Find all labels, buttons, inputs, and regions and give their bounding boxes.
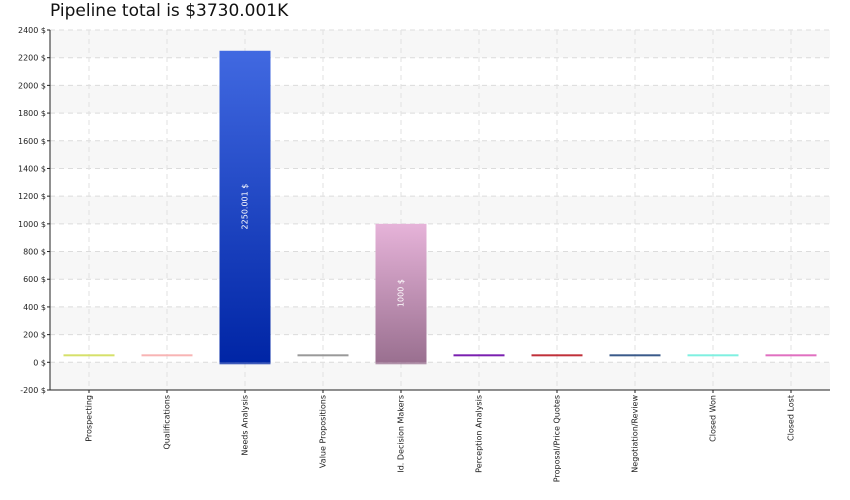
data-label: 1000 $ — [397, 279, 406, 307]
grid-band — [50, 251, 830, 280]
grid-band — [50, 196, 830, 224]
grid-band — [50, 306, 830, 335]
bar — [219, 50, 271, 363]
bar — [687, 354, 739, 357]
bar — [375, 223, 427, 363]
data-labels: 2250.001 $ 1000 $ — [241, 184, 406, 307]
y-tick-label: -200 $ — [20, 386, 46, 395]
y-axis-ticks: -200 $ 0 $ 200 $ 400 $ 600 $ 800 $ 1000 $ 1200 … — [18, 26, 50, 395]
x-tick-label: Value Propositions — [319, 395, 328, 468]
bar — [531, 354, 583, 357]
grid-band — [50, 30, 830, 58]
bar — [453, 354, 505, 357]
x-tick-label: Closed Lost — [787, 395, 796, 441]
y-tick-label: 200 $ — [23, 331, 46, 340]
plot-bands — [50, 30, 830, 390]
y-tick-label: 400 $ — [23, 303, 46, 312]
y-tick-label: 600 $ — [23, 275, 46, 284]
y-tick-label: 2000 $ — [18, 81, 46, 90]
x-tick-label: Perception Analysis — [475, 395, 484, 473]
bar — [63, 354, 115, 357]
bar-base — [375, 360, 427, 365]
x-tick-label: Proposal/Price Quotes — [553, 395, 562, 482]
grid-band — [50, 140, 830, 169]
bars — [63, 50, 817, 365]
chart-title: Pipeline total is $3730.001K — [50, 1, 289, 21]
bar-base — [219, 360, 271, 365]
x-tick-label: Prospecting — [85, 395, 94, 442]
x-tick-label: Closed Won — [709, 395, 718, 442]
grid-band — [50, 85, 830, 114]
x-tick-label: Id. Decision Makers — [397, 395, 406, 473]
y-tick-label: 1400 $ — [18, 164, 46, 173]
y-tick-label: 800 $ — [23, 248, 46, 257]
y-tick-label: 0 $ — [33, 358, 46, 367]
y-tick-label: 2400 $ — [18, 26, 46, 35]
data-label: 2250.001 $ — [241, 184, 250, 230]
y-tick-label: 1600 $ — [18, 137, 46, 146]
bar — [609, 354, 661, 357]
x-axis-labels: Prospecting Qualifications Needs Analysis V… — [85, 390, 796, 482]
y-tick-label: 1800 $ — [18, 109, 46, 118]
grid-band — [50, 362, 830, 390]
bar — [297, 354, 349, 357]
y-tick-label: 1000 $ — [18, 220, 46, 229]
y-tick-label: 1200 $ — [18, 192, 46, 201]
y-tick-label: 2200 $ — [18, 54, 46, 63]
bar — [765, 354, 817, 357]
axes — [49, 30, 830, 391]
x-tick-label: Needs Analysis — [241, 395, 250, 456]
x-tick-label: Qualifications — [163, 395, 172, 450]
x-tick-label: Negotiation/Review — [631, 395, 640, 473]
bar — [141, 354, 193, 357]
